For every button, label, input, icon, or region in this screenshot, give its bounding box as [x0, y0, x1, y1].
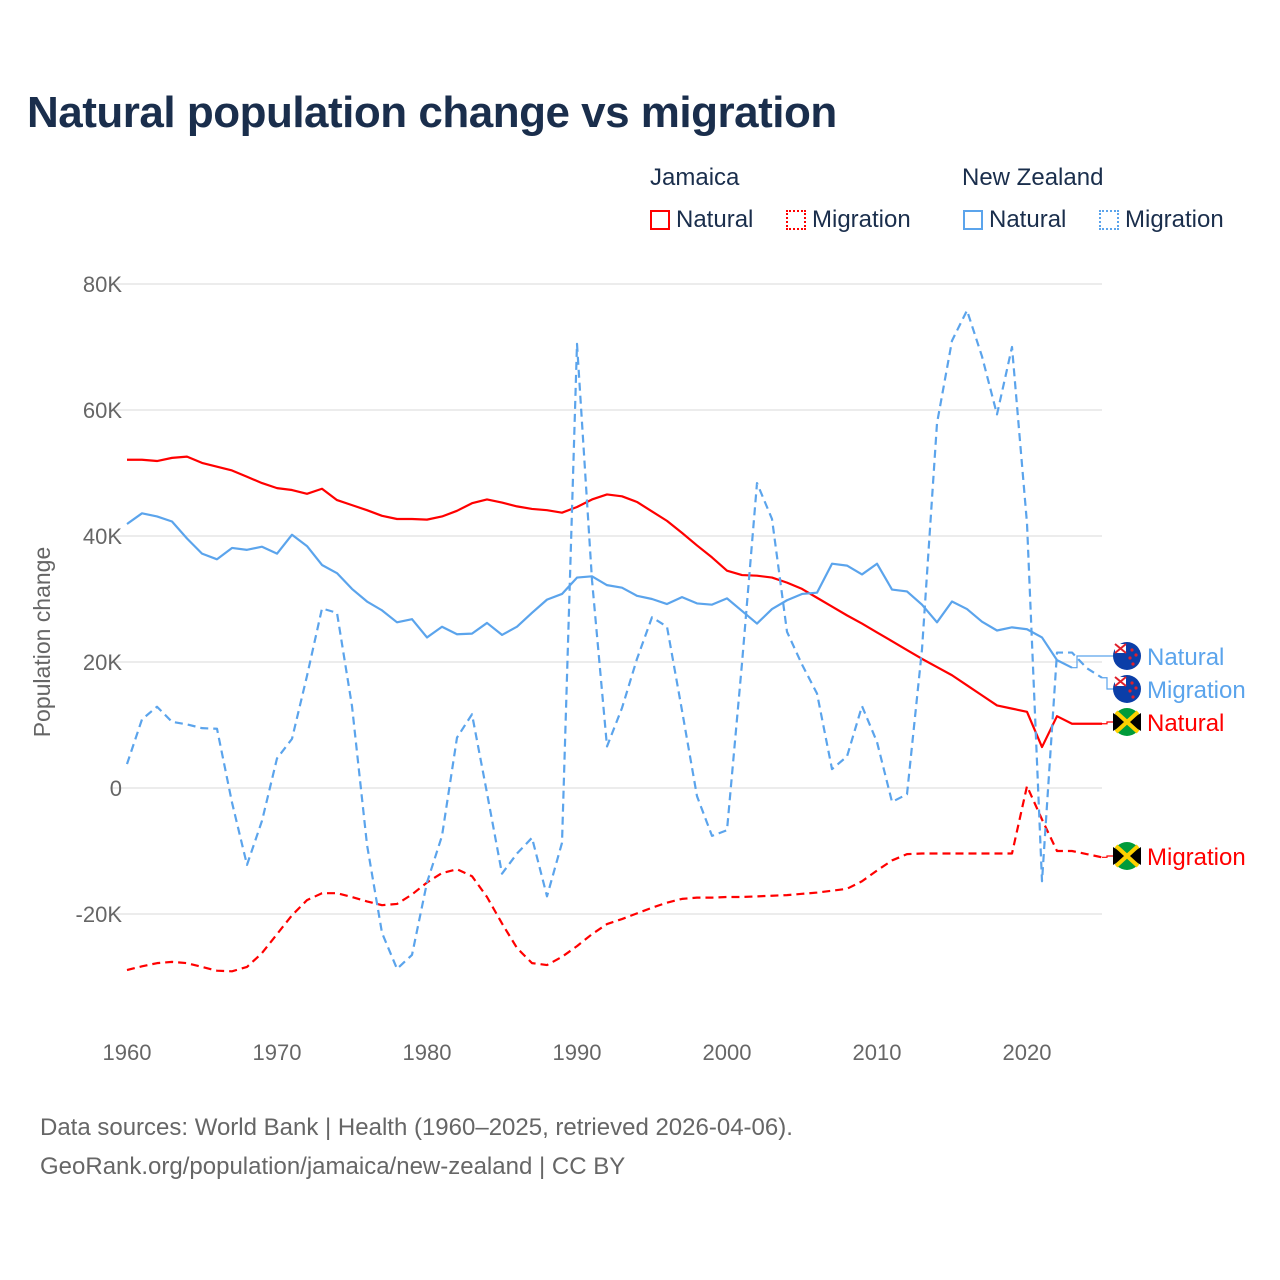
end-label-jamaica-migration: Migration: [1147, 844, 1246, 871]
legend-label: Natural: [676, 206, 754, 233]
flag-star: [1131, 662, 1135, 666]
y-tick-label: 60K: [83, 398, 122, 423]
legend-swatch-dotted: [1099, 210, 1119, 230]
jamaica-flag-icon: [1113, 708, 1141, 736]
x-tick-label: 2000: [703, 1040, 752, 1065]
new-zealand-flag-icon: [1113, 642, 1141, 670]
x-tick-label: 1990: [553, 1040, 602, 1065]
flag-star: [1128, 689, 1132, 693]
legend-label: Migration: [1125, 206, 1224, 233]
source-link[interactable]: GeoRank.org/population/jamaica/new-zeala…: [40, 1153, 626, 1180]
footer: Data sources: World Bank | Health (1960–…: [40, 1108, 793, 1186]
flag-star: [1130, 681, 1134, 685]
y-tick-label: 20K: [83, 650, 122, 675]
legend-jamaica-natural[interactable]: Natural: [650, 206, 753, 234]
legend-swatch-dotted: [786, 210, 806, 230]
legend-label: Natural: [989, 206, 1067, 233]
series-line-new-zealand-natural: [126, 512, 1073, 669]
legend-swatch-solid: [963, 210, 983, 230]
legend-nz-migration[interactable]: Migration: [1099, 206, 1224, 234]
x-tick-label: 2020: [1003, 1040, 1052, 1065]
label-connector: [1102, 677, 1113, 690]
jamaica-flag-icon: [1113, 842, 1141, 870]
flag-star: [1134, 686, 1138, 690]
x-tick-label: 1960: [103, 1040, 152, 1065]
y-tick-label: 0: [110, 776, 122, 801]
legend-jamaica-migration[interactable]: Migration: [786, 206, 911, 234]
end-label-new-zealand-migration: Migration: [1147, 677, 1246, 704]
source-note: Data sources: World Bank | Health (1960–…: [40, 1114, 793, 1141]
end-label-jamaica-natural: Natural: [1147, 710, 1224, 737]
legend-swatch-solid: [650, 210, 670, 230]
series-line-new-zealand-migration: [125, 309, 1103, 970]
label-connector: [1102, 721, 1113, 725]
legend-nz-natural[interactable]: Natural: [963, 206, 1066, 234]
flag-saltire: [1114, 710, 1140, 734]
x-tick-label: 1980: [403, 1040, 452, 1065]
legend-group-new-zealand: New Zealand: [962, 164, 1104, 191]
y-tick-label: 40K: [83, 524, 122, 549]
flag-saltire: [1114, 844, 1140, 868]
label-connector: [1072, 655, 1113, 669]
y-tick-label: -20K: [76, 902, 123, 927]
legend-label: Migration: [812, 206, 911, 233]
flag-star: [1134, 653, 1138, 657]
flag-cross: [1114, 676, 1127, 687]
series-line-jamaica-migration: [126, 785, 1103, 973]
legend-group-jamaica: Jamaica: [650, 164, 740, 191]
flag-star: [1131, 695, 1135, 699]
label-connector: [1102, 855, 1113, 858]
series-line-jamaica-natural: [127, 455, 1102, 749]
flag-cross: [1114, 643, 1127, 654]
x-tick-label: 2010: [853, 1040, 902, 1065]
y-tick-label: 80K: [83, 272, 122, 297]
new-zealand-flag-icon: [1113, 675, 1141, 703]
flag-star: [1130, 648, 1134, 652]
end-label-new-zealand-natural: Natural: [1147, 644, 1224, 671]
y-axis-label: Population change: [29, 547, 55, 738]
chart-title: Natural population change vs migration: [27, 88, 837, 137]
flag-star: [1128, 656, 1132, 660]
x-tick-label: 1970: [253, 1040, 302, 1065]
